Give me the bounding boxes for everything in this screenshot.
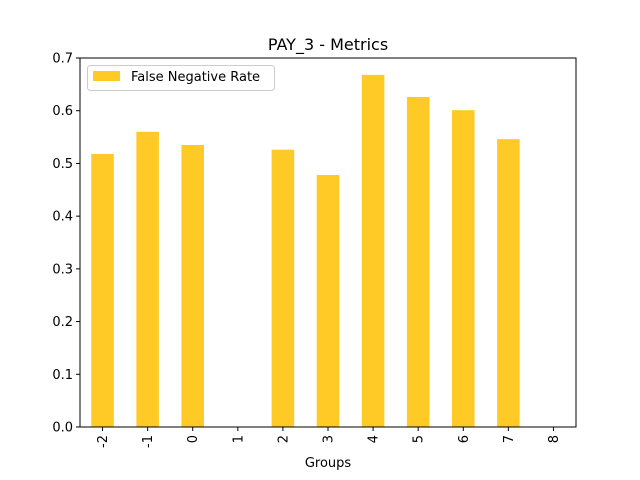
legend-swatch [93, 71, 120, 81]
bar--2 [91, 153, 114, 427]
y-tick-label: 0.7 [52, 52, 73, 67]
y-tick-label: 0.6 [52, 104, 73, 119]
bar-4 [361, 74, 385, 428]
bar-2 [271, 149, 295, 428]
x-tick-label: 0 [186, 435, 201, 443]
y-tick-label: 0.0 [52, 421, 73, 436]
x-tick-label: 2 [276, 435, 291, 443]
y-tick-label: 0.5 [52, 157, 73, 172]
y-tick-label: 0.2 [52, 315, 73, 330]
chart-title: PAY_3 - Metrics [268, 35, 388, 55]
bar-3 [316, 175, 340, 427]
x-tick-label: 8 [547, 435, 562, 443]
bar--1 [136, 131, 159, 428]
y-tick-label: 0.4 [52, 210, 73, 225]
x-tick-label: 3 [322, 435, 337, 443]
y-tick-label: 0.3 [52, 262, 73, 277]
x-tick-label: 1 [231, 435, 246, 443]
x-tick-label: 4 [367, 435, 382, 443]
x-tick-label: 7 [502, 435, 517, 443]
bar-0 [181, 144, 204, 427]
legend: False Negative Rate [87, 65, 275, 91]
bar-7 [497, 139, 520, 427]
x-axis-label: Groups [305, 456, 352, 471]
x-tick-label: -2 [96, 435, 111, 448]
axes-frame [79, 57, 577, 428]
bar-6 [452, 110, 475, 428]
x-tick-label: 5 [412, 435, 427, 443]
legend-label: False Negative Rate [131, 70, 260, 85]
bar-5 [406, 97, 430, 427]
y-tick-label: 0.1 [52, 368, 73, 383]
x-tick-label: 6 [457, 435, 472, 443]
legend-box [87, 65, 275, 91]
x-tick-label: -1 [141, 435, 156, 448]
